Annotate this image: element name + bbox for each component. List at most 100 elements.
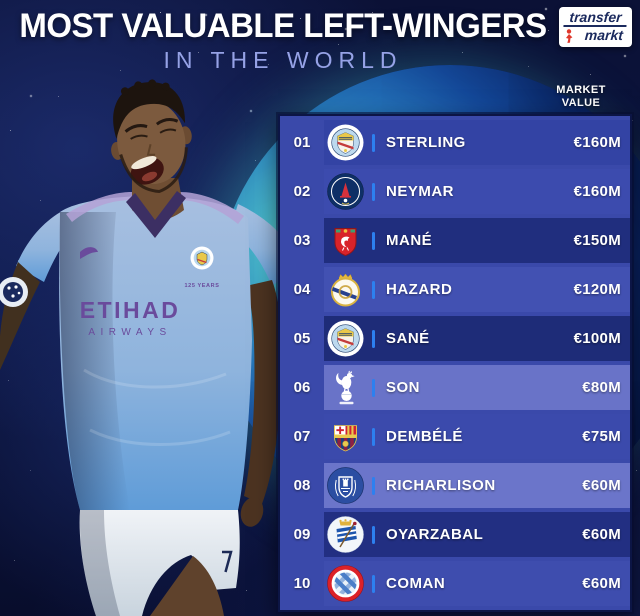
page-title: MOST VALUABLE LEFT-WINGERS [19,7,547,45]
player-leg [150,556,224,616]
row-divider [372,133,375,152]
table-row: 01 STERLING €160M [280,120,630,165]
shorts-number-mark [222,550,233,573]
rank-label: 02 [293,183,311,200]
player-right-forearm [244,280,284,504]
player-left-forearm [0,262,40,370]
player-photo-sterling: 125 YEARS ETIHAD AIRWAYS [0,79,300,616]
market-value: €60M [582,477,621,494]
table-row: 08 RICHARLISON €60M [280,463,630,508]
ucl-starball-patch-icon [0,277,28,307]
player-name: HAZARD [386,281,453,298]
market-value-header-line1: MARKET [556,84,606,96]
rank-label: 09 [293,526,311,543]
player-shorts [79,510,240,616]
row-divider [372,182,375,201]
row-stripe: MANÉ €150M [324,218,630,263]
row-stripe: OYARZABAL €60M [324,512,630,557]
star-sparkles [0,0,2,2]
rank-label: 05 [293,330,311,347]
club-badge-tottenham-icon [327,369,364,406]
row-divider [372,574,375,593]
market-value: €150M [573,232,621,249]
city-chest-badge-icon [190,246,214,270]
club-badge-bayern-icon [327,565,364,602]
table-row: 09 OYARZABAL [280,512,630,557]
market-value-header-line2: VALUE [561,97,601,109]
shoulder-trim-left [66,192,134,222]
table-row: 10 [280,561,630,606]
row-stripe: HAZARD €120M [324,267,630,312]
shirt-sponsor-line2: AIRWAYS [88,327,171,338]
table-row: 07 [280,414,630,459]
row-stripe: SANÉ €100M [324,316,630,361]
player-name: STERLING [386,134,466,151]
row-stripe: NEYMAR €160M [324,169,630,214]
player-name: OYARZABAL [386,526,484,543]
market-value: €120M [573,281,621,298]
market-value: €60M [582,575,621,592]
row-divider [372,378,375,397]
shorts-shadow [79,510,120,616]
rank-label: 07 [293,428,311,445]
rank-label: 10 [293,575,311,592]
player-head [111,79,192,194]
market-value: €160M [573,134,621,151]
row-divider [372,280,375,299]
puma-logo-icon [80,247,98,259]
shoulder-trim-right [178,192,244,224]
row-divider [372,525,375,544]
table-row: 02 NEYMAR €160M [280,169,630,214]
player-name: COMAN [386,575,446,592]
row-divider [372,329,375,348]
shirt-shadow [59,212,130,510]
transfermarkt-figure-icon [566,29,573,43]
rank-label: 03 [293,232,311,249]
table-row: 04 HAZARD €120M [280,267,630,312]
player-right-hand [240,497,264,527]
collar [126,191,186,238]
player-name: DEMBÉLÉ [386,428,463,445]
club-badge-manchester-city-icon [327,320,364,357]
market-value: €100M [573,330,621,347]
table-row: 06 SON €80M [280,365,630,410]
row-stripe: STERLING €160M [324,120,630,165]
shirt-sponsor-line1: ETIHAD [80,297,181,323]
player-name: MANÉ [386,232,433,249]
row-stripe: DEMBÉLÉ €75M [324,414,630,459]
market-value: €80M [582,379,621,396]
rank-label: 04 [293,281,311,298]
shirt-patch-text: 125 YEARS [185,283,220,289]
ranking-table: 01 STERLING €160M [278,114,632,612]
transfermarkt-logo-line1: transfer [563,9,628,27]
player-name: RICHARLISON [386,477,496,494]
shirt-wrinkles [83,368,231,446]
club-badge-liverpool-icon [327,222,364,259]
club-badge-real-madrid-icon [327,271,364,308]
market-value: €160M [573,183,621,200]
club-badge-everton-icon [327,467,364,504]
row-stripe: RICHARLISON €60M [324,463,630,508]
transfermarkt-logo: transfer markt [559,7,632,47]
rank-label: 08 [293,477,311,494]
row-divider [372,231,375,250]
player-name: NEYMAR [386,183,455,200]
row-stripe: SON €80M [324,365,630,410]
page-subtitle: IN THE WORLD [163,47,403,73]
rank-label: 06 [293,379,311,396]
market-value: €60M [582,526,621,543]
rank-label: 01 [293,134,311,151]
row-divider [372,427,375,446]
club-badge-psg-icon [327,173,364,210]
club-badge-manchester-city-icon [327,124,364,161]
market-value-header: MARKET VALUE [538,84,624,110]
club-badge-real-sociedad-icon [327,516,364,553]
player-name: SON [386,379,421,396]
table-row: 05 SANÉ €100M [280,316,630,361]
row-divider [372,476,375,495]
table-row: 03 MANÉ €150M [280,218,630,263]
club-badge-barcelona-icon [327,418,364,455]
player-name: SANÉ [386,330,430,347]
row-stripe: COMAN €60M [324,561,630,606]
